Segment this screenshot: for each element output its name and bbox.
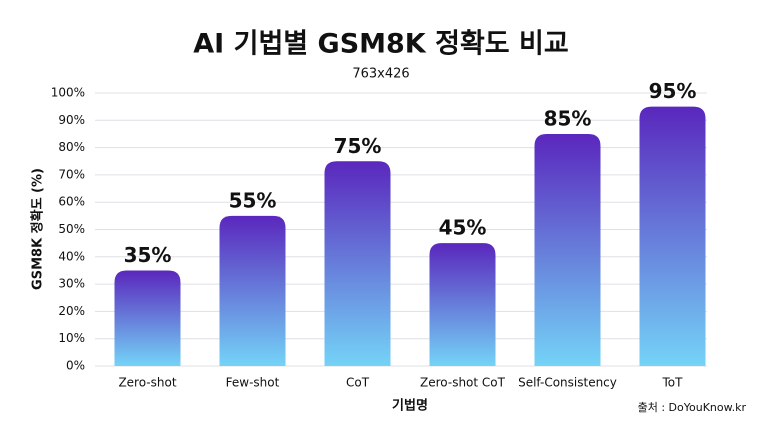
x-tick-label: Self-Consistency	[518, 376, 617, 390]
chart-title: AI 기법별 GSM8K 정확도 비교	[193, 29, 568, 60]
x-axis-label: 기법명	[392, 398, 428, 414]
x-tick-label: ToT	[662, 376, 684, 390]
value-label: 55%	[229, 188, 277, 212]
y-tick-label: 70%	[58, 167, 85, 181]
y-tick-label: 40%	[58, 249, 85, 263]
value-label: 35%	[124, 243, 172, 267]
y-tick-label: 100%	[51, 86, 85, 100]
y-tick-label: 10%	[58, 331, 85, 345]
y-tick-label: 30%	[58, 277, 85, 291]
y-tick-label: 0%	[66, 359, 85, 373]
y-tick-label: 80%	[58, 140, 85, 154]
y-tick-label: 50%	[58, 222, 85, 236]
bar	[534, 133, 601, 366]
value-label: 75%	[334, 134, 382, 158]
value-label: 85%	[544, 106, 592, 130]
y-tick-label: 20%	[58, 304, 85, 318]
bar	[429, 243, 496, 366]
source: 출처 : DoYouKnow.kr	[638, 401, 747, 414]
y-tick-label: 60%	[58, 195, 85, 209]
bar	[219, 215, 286, 366]
value-label: 45%	[439, 216, 487, 240]
bar	[114, 270, 181, 366]
x-tick-label: Zero-shot	[118, 376, 176, 390]
x-tick-label: Zero-shot CoT	[420, 376, 506, 390]
x-tick-label: CoT	[346, 376, 370, 390]
y-axis-label: GSM8K 정확도 (%)	[30, 168, 46, 290]
y-tick-label: 90%	[58, 113, 85, 127]
bar	[639, 106, 706, 367]
bar	[324, 161, 391, 366]
value-label: 95%	[649, 79, 697, 103]
chart-subtitle: 763x426	[352, 67, 409, 82]
x-tick-label: Few-shot	[226, 376, 280, 390]
